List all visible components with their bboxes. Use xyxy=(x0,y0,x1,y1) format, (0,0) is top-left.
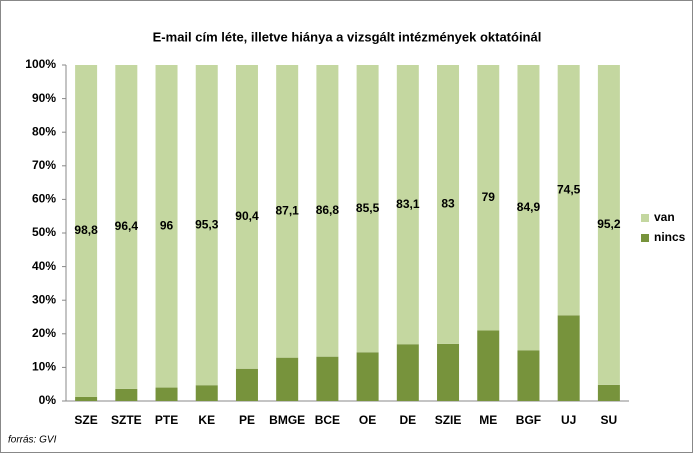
x-tick-label: OE xyxy=(359,413,376,427)
bar-segment xyxy=(276,357,299,401)
legend-label: van xyxy=(654,210,675,224)
bar-segment xyxy=(396,344,419,401)
x-tick-label: PE xyxy=(239,413,255,427)
x-tick-label: SZIE xyxy=(435,413,462,427)
x-tick-label: PTE xyxy=(155,413,178,427)
x-tick-label: SZTE xyxy=(111,413,142,427)
bar-segment xyxy=(115,65,138,389)
legend-swatch xyxy=(641,214,649,222)
y-tick-label: 0% xyxy=(39,393,57,407)
y-tick-label: 80% xyxy=(32,124,56,138)
bar-segment xyxy=(517,65,540,351)
bar-segment xyxy=(557,315,580,401)
data-label: 90,4 xyxy=(235,209,259,223)
y-tick-label: 10% xyxy=(32,360,56,374)
x-tick-label: UJ xyxy=(561,413,576,427)
bar-segment xyxy=(75,65,98,397)
bar-segment xyxy=(597,384,620,401)
x-tick-label: SU xyxy=(601,413,618,427)
bar-segment xyxy=(477,330,500,401)
bar-segment xyxy=(356,352,379,401)
y-tick-label: 60% xyxy=(32,192,56,206)
y-tick-label: 70% xyxy=(32,158,56,172)
data-label: 98,8 xyxy=(74,223,98,237)
bar-segment xyxy=(597,65,620,385)
bar-segment xyxy=(437,343,460,401)
y-tick-label: 30% xyxy=(32,292,56,306)
legend-label: nincs xyxy=(654,230,686,244)
x-tick-label: BCE xyxy=(315,413,340,427)
bar-segment xyxy=(195,65,218,386)
x-tick-label: DE xyxy=(399,413,416,427)
bar-segment xyxy=(235,368,258,401)
bar-segment xyxy=(437,65,460,344)
bar-segment xyxy=(356,65,379,353)
data-label: 86,8 xyxy=(316,203,340,217)
y-tick-label: 90% xyxy=(32,91,56,105)
bar-segment xyxy=(115,388,138,401)
y-tick-label: 40% xyxy=(32,259,56,273)
data-label: 95,2 xyxy=(597,217,621,231)
y-tick-label: 20% xyxy=(32,326,56,340)
bar-segment xyxy=(517,350,540,401)
x-tick-label: BMGE xyxy=(269,413,305,427)
bar-segment xyxy=(155,65,178,388)
bar-segment xyxy=(477,65,500,331)
data-label: 74,5 xyxy=(557,182,581,196)
x-tick-label: ME xyxy=(479,413,497,427)
bar-segment xyxy=(195,385,218,401)
x-tick-label: BGF xyxy=(516,413,541,427)
bar-segment xyxy=(557,65,580,316)
data-label: 85,5 xyxy=(356,201,380,215)
data-label: 96,4 xyxy=(115,219,139,233)
bar-segment xyxy=(316,356,339,401)
data-label: 95,3 xyxy=(195,217,219,231)
bar-segment xyxy=(235,65,258,369)
bar-segment xyxy=(276,65,299,358)
chart-title: E-mail cím léte, illetve hiánya a vizsgá… xyxy=(153,29,542,44)
bar-segment xyxy=(75,396,98,401)
x-tick-label: SZE xyxy=(74,413,97,427)
y-tick-label: 100% xyxy=(25,57,56,71)
bar-segment xyxy=(155,387,178,401)
data-label: 83 xyxy=(441,197,455,211)
data-label: 87,1 xyxy=(275,203,299,217)
legend-swatch xyxy=(641,234,649,242)
data-label: 83,1 xyxy=(396,197,420,211)
data-label: 96 xyxy=(160,218,174,232)
y-tick-label: 50% xyxy=(32,225,56,239)
data-label: 84,9 xyxy=(517,200,541,214)
source: forrás: GVI xyxy=(8,435,57,446)
x-tick-label: KE xyxy=(198,413,215,427)
data-label: 79 xyxy=(482,190,496,204)
bar-segment xyxy=(316,65,339,357)
bar-segment xyxy=(396,65,419,345)
